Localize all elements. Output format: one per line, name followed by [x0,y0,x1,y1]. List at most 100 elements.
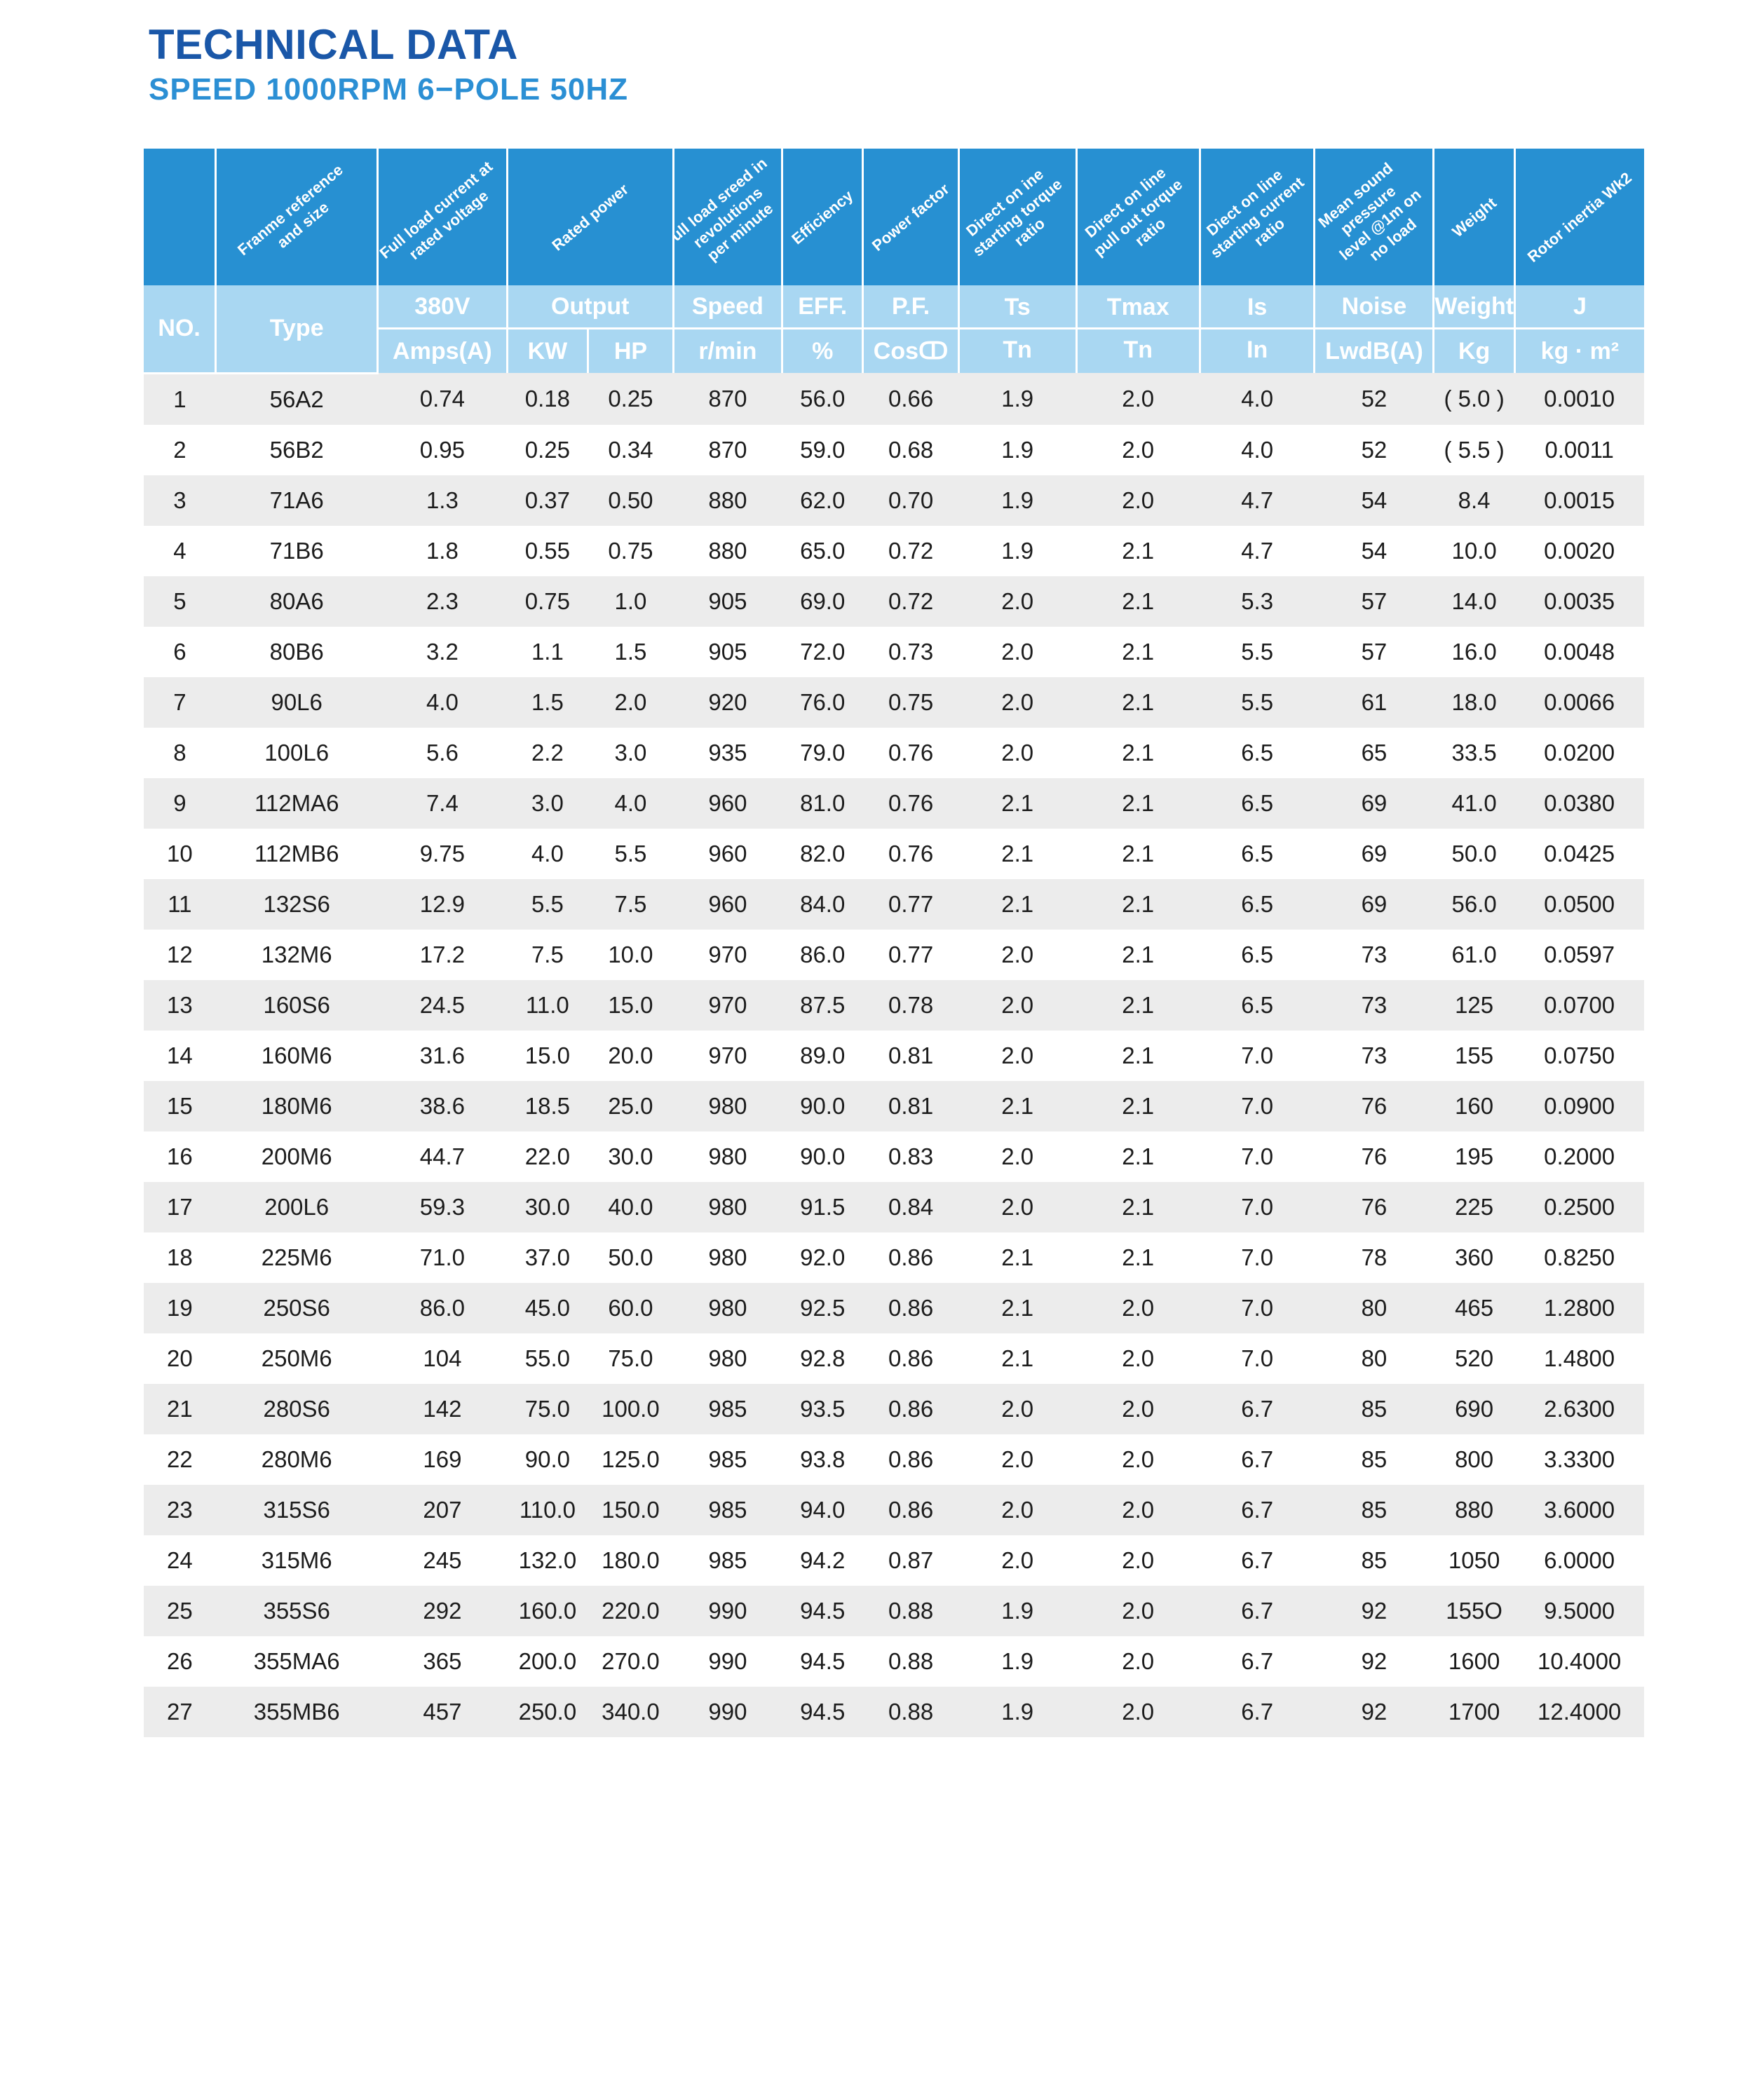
cell-value: 90.0 [507,1434,588,1485]
cell-value: 22.0 [507,1131,588,1182]
cell-value: 90.0 [782,1080,863,1131]
cell-type: 160M6 [215,1030,378,1081]
table-row: 13 160S6 24.5 11.0 15.0 970 87.5 0.78 2.0 2.1 6.5 7… [144,979,1644,1031]
cell-value: 90.0 [782,1131,863,1182]
cell-value: 2.0 [1076,475,1200,526]
cell-value: 25.0 [588,1080,674,1131]
cell-value: 80 [1314,1282,1434,1333]
cell-value: 10.0 [588,929,674,980]
cell-value: 2.0 [958,929,1077,980]
technical-data-table-wrapper: Franme reference and size Full load curre… [144,149,1644,1737]
cell-value: 520 [1433,1333,1515,1384]
cell-value: 69 [1314,828,1434,879]
cell-value: 0.86 [862,1333,959,1384]
cell-value: 0.87 [862,1535,959,1586]
cell-value: 1.5 [507,677,588,728]
cell-value: 0.0048 [1514,626,1644,677]
cell-value: 16.0 [1433,626,1515,677]
cell-value: 990 [673,1585,782,1636]
cell-value: 0.70 [862,475,959,526]
cell-value: 2.1 [1076,1232,1200,1283]
cell-value: 87.5 [782,979,863,1031]
cell-value: 180.0 [588,1535,674,1586]
cell-type: 180M6 [215,1080,378,1131]
subheader-pf: P.F. [862,285,960,329]
page-title-block: TECHNICAL DATA SPEED 1000RPM 6−POLE 50HZ [149,24,628,105]
cell-value: 0.0750 [1514,1030,1644,1081]
cell-no: 7 [144,677,216,728]
cell-value: 7.0 [1200,1232,1315,1283]
cell-value: 69 [1314,777,1434,829]
cell-value: 7.4 [377,777,508,829]
cell-value: 100.0 [588,1383,674,1434]
table-row: 4 71B6 1.8 0.55 0.75 880 65.0 0.72 1.9 2.1 4.7 54 10… [144,525,1644,576]
cell-value: 92.5 [782,1282,863,1333]
subheader-no: NO. [144,285,217,374]
cell-value: 980 [673,1131,782,1182]
rot-header-full-load-speed: Full load sreed in revolutions per minute [673,149,784,285]
cell-value: 870 [673,373,782,425]
cell-value: 73 [1314,929,1434,980]
cell-value: 6.5 [1200,929,1315,980]
subheader-row-2: Amps(A) KW HP r/min % Cosↀ Tn Tn In LwdB… [144,328,1644,373]
subheader-cos: Cosↀ [862,328,960,373]
table-row: 18 225M6 71.0 37.0 50.0 980 92.0 0.86 2.1 2.1 7.0 7… [144,1232,1644,1283]
cell-type: 315S6 [215,1484,378,1535]
cell-value: 0.86 [862,1434,959,1485]
cell-value: 2.1 [958,1282,1077,1333]
table-row: 16 200M6 44.7 22.0 30.0 980 90.0 0.83 2.0 2.1 7.0 7… [144,1131,1644,1182]
cell-value: 92 [1314,1585,1434,1636]
cell-value: 80 [1314,1333,1434,1384]
cell-value: 2.0 [958,677,1077,728]
cell-value: 73 [1314,1030,1434,1081]
subheader-eff: EFF. [782,285,864,329]
cell-type: 112MB6 [215,828,378,879]
cell-value: 0.81 [862,1080,959,1131]
cell-value: 0.25 [507,424,588,475]
rot-label-starting-current-ratio: Diect on line starting current ratio [1203,165,1308,261]
cell-value: 69 [1314,878,1434,930]
cell-value: 2.0 [1076,373,1200,425]
cell-value: 0.0015 [1514,475,1644,526]
cell-value: 6.5 [1200,828,1315,879]
cell-value: 0.86 [862,1232,959,1283]
rot-label-frame-reference: Franme reference and size [234,160,347,259]
cell-value: 985 [673,1434,782,1485]
cell-value: 0.72 [862,525,959,576]
cell-value: 2.1 [1076,979,1200,1031]
cell-value: 0.0380 [1514,777,1644,829]
cell-value: 2.1 [1076,878,1200,930]
cell-value: 0.95 [377,424,508,475]
cell-value: 7.0 [1200,1080,1315,1131]
cell-no: 24 [144,1535,216,1586]
rot-header-frame-reference: Franme reference and size [215,149,379,285]
cell-no: 2 [144,424,216,475]
rot-header-starting-torque-ratio: Direct on ine starting torque ratio [958,149,1078,285]
cell-value: 0.74 [377,373,508,425]
table-row: 8 100L6 5.6 2.2 3.0 935 79.0 0.76 2.0 2.1 6.5 65 33.… [144,727,1644,778]
page-subtitle: SPEED 1000RPM 6−POLE 50HZ [149,72,629,107]
cell-value: 1.1 [507,626,588,677]
cell-value: 960 [673,878,782,930]
cell-value: 2.1 [958,777,1077,829]
table-row: 2 56B2 0.95 0.25 0.34 870 59.0 0.68 1.9 2.0 4.0 52(… [144,424,1644,475]
cell-value: 44.7 [377,1131,508,1182]
rot-label-rated-power: Rated power [548,179,632,254]
table-row: 19 250S6 86.0 45.0 60.0 980 92.5 0.86 2.1 2.0 7.0 8… [144,1282,1644,1333]
cell-value: 0.66 [862,373,959,425]
cell-value: 0.83 [862,1131,959,1182]
cell-value: 57 [1314,576,1434,627]
rot-header-efficiency: Efficiency [782,149,864,285]
cell-type: 250S6 [215,1282,378,1333]
cell-type: 56B2 [215,424,378,475]
cell-type: 80A6 [215,576,378,627]
cell-value: 2.1 [1076,777,1200,829]
cell-no: 3 [144,475,216,526]
cell-value: 57 [1314,626,1434,677]
cell-value: 0.86 [862,1383,959,1434]
table-row: 26 355MA6 365 200.0 270.0 990 94.5 0.88 1.9 2.0 6.… [144,1636,1644,1687]
cell-no: 19 [144,1282,216,1333]
cell-no: 21 [144,1383,216,1434]
subheader-tn-1: Tn [958,328,1078,373]
cell-value: 38.6 [377,1080,508,1131]
